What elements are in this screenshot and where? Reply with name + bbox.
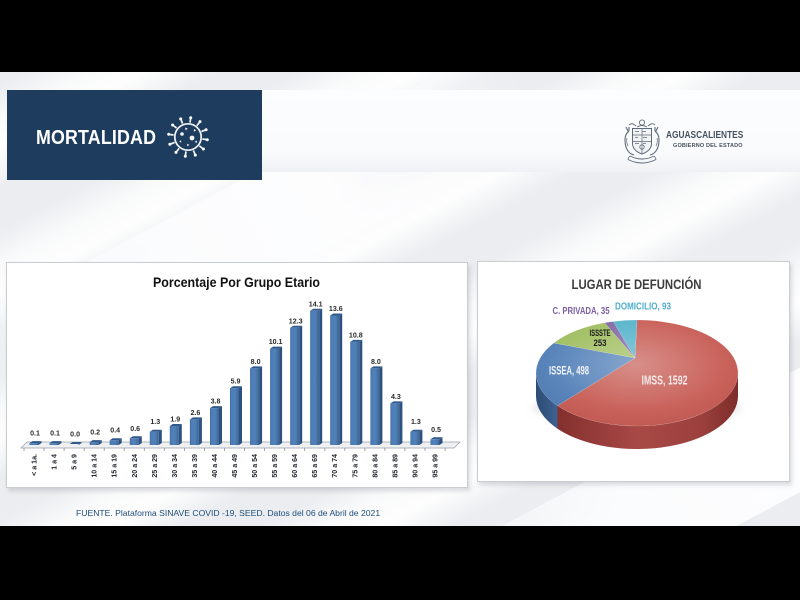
svg-text:25 a 29: 25 a 29 xyxy=(151,454,159,478)
svg-text:0.1: 0.1 xyxy=(50,430,60,438)
svg-text:75 a 79: 75 a 79 xyxy=(351,454,359,478)
svg-text:8.0: 8.0 xyxy=(251,358,261,366)
svg-text:13.6: 13.6 xyxy=(329,305,343,313)
svg-text:45 a 49: 45 a 49 xyxy=(231,454,239,478)
svg-text:253: 253 xyxy=(594,338,607,348)
svg-text:40 a 44: 40 a 44 xyxy=(211,454,219,478)
svg-text:5.9: 5.9 xyxy=(231,378,241,386)
svg-text:0.1: 0.1 xyxy=(30,430,40,438)
svg-text:10.1: 10.1 xyxy=(269,338,283,346)
svg-text:80 a 84: 80 a 84 xyxy=(371,454,379,478)
svg-text:3.8: 3.8 xyxy=(211,398,221,406)
svg-text:0.4: 0.4 xyxy=(110,427,120,435)
svg-text:< a 1a.: < a 1a. xyxy=(31,454,39,476)
svg-text:LUGAR DE DEFUNCIÓN: LUGAR DE DEFUNCIÓN xyxy=(572,275,702,292)
svg-text:0.2: 0.2 xyxy=(90,429,100,437)
svg-text:10.8: 10.8 xyxy=(349,331,363,339)
svg-text:ISSEA, 498: ISSEA, 498 xyxy=(549,366,589,378)
svg-text:IMSS, 1592: IMSS, 1592 xyxy=(642,374,688,388)
svg-text:2.6: 2.6 xyxy=(190,409,200,417)
svg-text:14.1: 14.1 xyxy=(309,300,323,308)
svg-text:90 a 94: 90 a 94 xyxy=(411,454,419,478)
svg-text:1.9: 1.9 xyxy=(170,416,180,424)
svg-text:95 a 99: 95 a 99 xyxy=(432,454,440,478)
svg-text:1.3: 1.3 xyxy=(150,418,160,426)
svg-text:DOMICILIO, 93: DOMICILIO, 93 xyxy=(615,301,671,313)
svg-text:30 a 34: 30 a 34 xyxy=(171,454,179,478)
svg-text:20 a 24: 20 a 24 xyxy=(131,454,139,478)
svg-text:65 a 69: 65 a 69 xyxy=(311,454,319,478)
svg-text:10 a 14: 10 a 14 xyxy=(91,454,99,478)
svg-text:0.5: 0.5 xyxy=(431,426,441,434)
svg-text:85 a 89: 85 a 89 xyxy=(391,454,399,478)
svg-text:4.3: 4.3 xyxy=(391,393,401,401)
svg-text:8.0: 8.0 xyxy=(371,358,381,366)
svg-text:12.3: 12.3 xyxy=(289,317,303,325)
svg-text:15 a 19: 15 a 19 xyxy=(111,454,119,478)
svg-text:5 a 9: 5 a 9 xyxy=(71,454,79,470)
svg-text:Porcentaje Por Grupo Etario: Porcentaje Por Grupo Etario xyxy=(153,275,320,290)
svg-text:70 a 74: 70 a 74 xyxy=(331,454,339,478)
svg-text:ISSSTE: ISSSTE xyxy=(590,328,611,338)
svg-text:60 a 64: 60 a 64 xyxy=(291,454,299,478)
svg-text:1 a 4: 1 a 4 xyxy=(51,454,59,470)
svg-text:55 a 59: 55 a 59 xyxy=(271,454,279,478)
svg-text:50 a 54: 50 a 54 xyxy=(251,454,259,478)
svg-text:0.0: 0.0 xyxy=(70,431,80,439)
svg-text:C. PRIVADA, 35: C. PRIVADA, 35 xyxy=(553,305,610,317)
svg-text:1.3: 1.3 xyxy=(411,418,421,426)
svg-text:35 a 39: 35 a 39 xyxy=(191,454,199,478)
svg-text:0.6: 0.6 xyxy=(130,425,140,433)
